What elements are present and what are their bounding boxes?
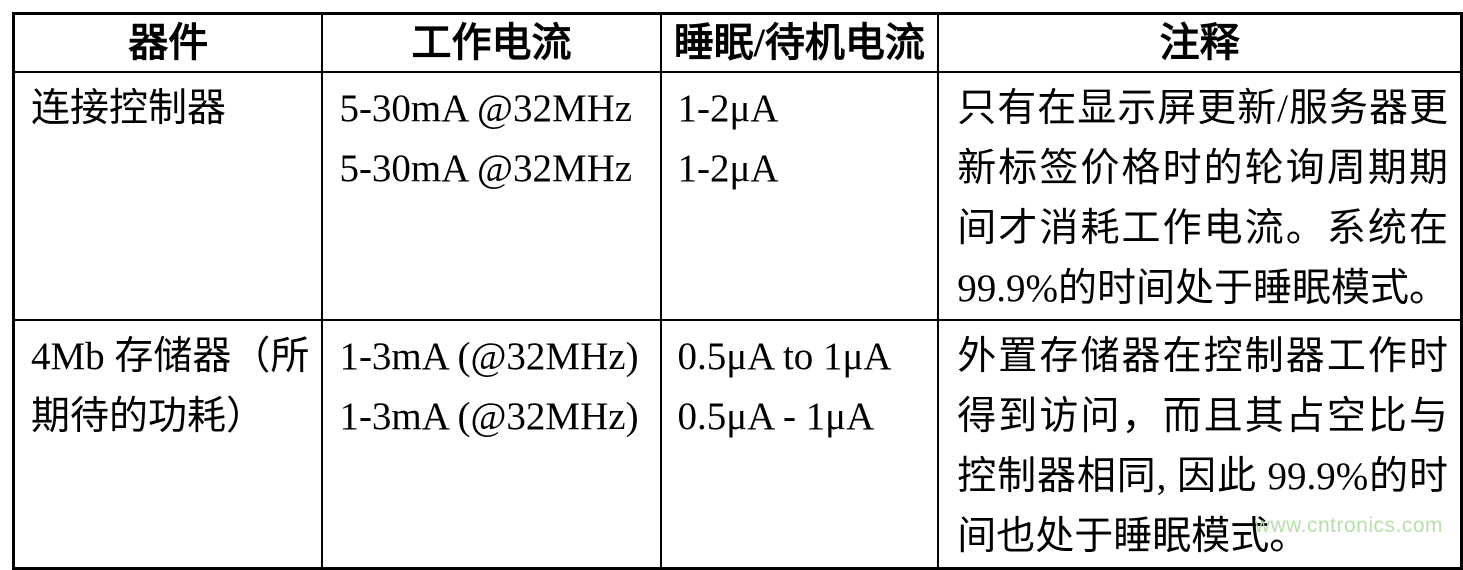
cell-line: 只有在显示屏更新/服务器更 [957,87,1448,130]
cell-line: 1-2μA [677,147,779,190]
cell-line: 期待的功耗） [31,395,266,438]
header-notes: 注释 [937,12,1463,73]
power-consumption-table: 器件 工作电流 睡眠/待机电流 注释 连接控制器 5-30mA @32MHz 5-… [12,12,1463,570]
device-cell: 4Mb 存储器（所 期待的功耗） [12,319,324,570]
cell-line: 1-3mA (@32MHz) [339,395,639,438]
notes-cell: 只有在显示屏更新/服务器更 新标签价格时的轮询周期期 间才消耗工作电流。系统在 99.… [937,71,1463,321]
operating-current-cell: 1-3mA (@32MHz) 1-3mA (@32MHz) [321,319,662,570]
header-device: 器件 [12,12,324,73]
cell-line: 4Mb 存储器（所 [31,335,310,378]
header-row: 器件 工作电流 睡眠/待机电流 注释 [12,12,1463,73]
cell-line: 控制器相同, 因此 99.9%的时 [957,455,1448,498]
sleep-current-cell: 1-2μA 1-2μA [659,71,940,321]
cell-line: 1-2μA [677,87,779,130]
cell-line: 99.9%的时间处于睡眠模式。 [957,267,1448,310]
cell-line: 5-30mA @32MHz [339,87,633,130]
cell-line: 0.5μA to 1μA [677,335,892,378]
header-sleep-standby-current: 睡眠/待机电流 [659,12,940,73]
cell-line: 新标签价格时的轮询周期期 [957,147,1448,190]
table-row-controller: 连接控制器 5-30mA @32MHz 5-30mA @32MHz 1-2μA 1-… [12,71,1463,321]
notes-cell: 外置存储器在控制器工作时 得到访问，而且其占空比与 控制器相同, 因此 99.9%的… [937,319,1463,570]
cell-line: 连接控制器 [31,87,227,130]
cell-line: 间才消耗工作电流。系统在 [957,207,1448,250]
cell-line: 得到访问，而且其占空比与 [957,395,1448,438]
operating-current-cell: 5-30mA @32MHz 5-30mA @32MHz [321,71,662,321]
cell-line: 1-3mA (@32MHz) [339,335,639,378]
watermark-text: www.cntronics.com [1254,514,1443,537]
header-operating-current: 工作电流 [321,12,662,73]
cell-line: 外置存储器在控制器工作时 [957,335,1448,378]
cell-line: 5-30mA @32MHz [339,147,633,190]
table-row-memory: 4Mb 存储器（所 期待的功耗） 1-3mA (@32MHz) 1-3mA (@32… [12,319,1463,570]
cell-line: 0.5μA - 1μA [677,395,875,438]
sleep-current-cell: 0.5μA to 1μA 0.5μA - 1μA [659,319,940,570]
device-cell: 连接控制器 [12,71,324,321]
